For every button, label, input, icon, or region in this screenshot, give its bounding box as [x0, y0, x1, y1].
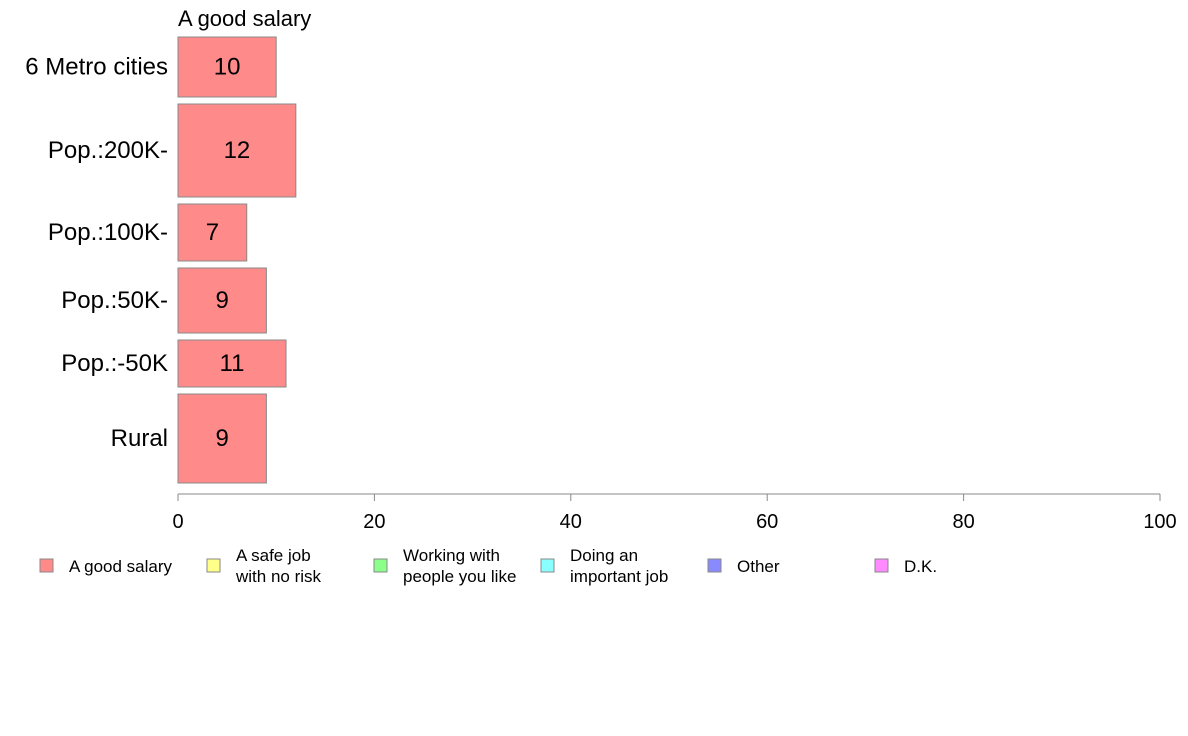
bar-value-label: 9 — [216, 287, 229, 314]
bar — [177, 203, 248, 262]
category-label: Pop.:50K- — [61, 287, 168, 314]
category-label: 6 Metro cities — [25, 53, 168, 80]
bar-value-label: 10 — [214, 53, 241, 80]
legend-label: important job — [570, 567, 668, 586]
category-label: Pop.:-50K — [61, 350, 168, 377]
bar — [177, 36, 277, 98]
legend-swatch — [874, 558, 889, 573]
legend-swatch — [540, 558, 555, 573]
bar — [177, 103, 297, 198]
legend-swatch — [206, 558, 221, 573]
bar-value-label: 12 — [224, 137, 251, 164]
legend-swatch — [39, 558, 54, 573]
x-tick-label: 100 — [1143, 511, 1176, 533]
legend: A good salary A safe job with no risk Worki… — [39, 546, 937, 586]
bar-value-label: 11 — [220, 350, 245, 377]
category-label: Rural — [111, 425, 168, 452]
x-axis: 0 20 40 60 80 100 — [172, 493, 1177, 533]
chart-title: A good salary — [178, 6, 311, 31]
legend-label: D.K. — [904, 557, 937, 576]
x-tick-label: 0 — [172, 511, 183, 533]
bar — [177, 267, 267, 334]
bar-value-label: 9 — [216, 425, 229, 452]
category-label: Pop.:100K- — [48, 219, 168, 246]
x-tick-label: 80 — [952, 511, 974, 533]
bar-value-label: 7 — [206, 219, 219, 246]
legend-label: A good salary — [69, 557, 173, 576]
x-tick-label: 20 — [363, 511, 385, 533]
x-tick-label: 60 — [756, 511, 778, 533]
legend-label: A safe job — [236, 546, 311, 565]
bar — [177, 393, 267, 484]
bars-group: 10 6 Metro cities 12 Pop.:200K- 7 Pop.:100K- 9… — [25, 36, 297, 484]
legend-label: Working with — [403, 546, 500, 565]
category-label: Pop.:200K- — [48, 137, 168, 164]
legend-label: Other — [737, 557, 780, 576]
legend-swatch — [707, 558, 722, 573]
legend-label: with no risk — [235, 567, 322, 586]
bar — [177, 339, 287, 388]
legend-swatch — [373, 558, 388, 573]
legend-label: people you like — [403, 567, 516, 586]
x-tick-label: 40 — [560, 511, 582, 533]
legend-label: Doing an — [570, 546, 638, 565]
